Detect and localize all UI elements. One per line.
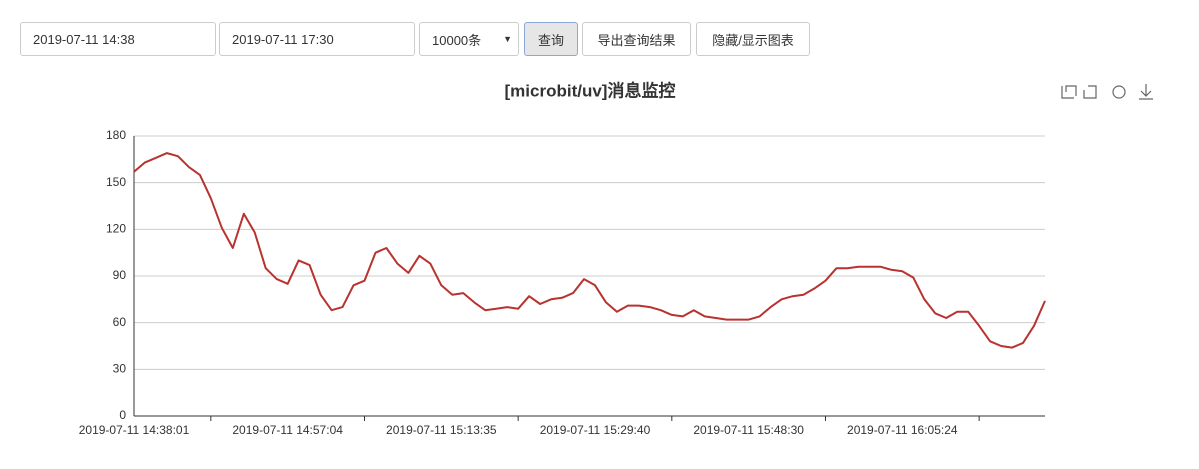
query-button[interactable]: 查询 [524, 22, 578, 56]
x-tick-label: 2019-07-11 14:38:01 [79, 423, 190, 437]
dropdown-arrow: ▼ [503, 34, 512, 44]
x-tick-label: 2019-07-11 15:48:30 [693, 423, 804, 437]
zoom-reset-icon[interactable] [1083, 85, 1097, 99]
y-tick-label: 150 [106, 175, 126, 189]
limit-value: 10000条 [432, 32, 482, 48]
y-tick-label: 60 [113, 315, 127, 329]
y-tick-label: 90 [113, 268, 127, 282]
limit-select[interactable]: 10000条 ▼ [419, 22, 519, 56]
end-time-input[interactable]: 2019-07-11 17:30 [219, 22, 415, 56]
x-tick-label: 2019-07-11 16:05:24 [847, 423, 958, 437]
y-tick-label: 0 [119, 408, 126, 422]
chart-title: [microbit/uv]消息监控 [505, 80, 676, 100]
x-tick-label: 2019-07-11 15:29:40 [540, 423, 651, 437]
x-tick-label: 2019-07-11 14:57:04 [232, 423, 343, 437]
download-icon[interactable] [1139, 84, 1153, 100]
zoom-icon[interactable] [1061, 85, 1077, 99]
export-button[interactable]: 导出查询结果 [582, 22, 691, 56]
toggle-chart-button[interactable]: 隐藏/显示图表 [696, 22, 810, 56]
y-tick-label: 120 [106, 222, 126, 236]
y-tick-label: 30 [113, 362, 127, 376]
toolbox [1061, 84, 1153, 100]
data-line [133, 152, 1046, 349]
start-time-input[interactable]: 2019-07-11 14:38 [20, 22, 216, 56]
y-tick-label: 180 [106, 128, 126, 142]
x-tick-label: 2019-07-11 15:13:35 [386, 423, 497, 437]
restore-icon[interactable] [1112, 85, 1126, 99]
